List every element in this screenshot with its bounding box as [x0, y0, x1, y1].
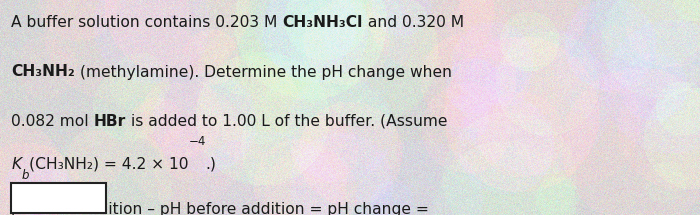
Text: b: b — [21, 169, 29, 182]
Text: K: K — [11, 157, 21, 172]
Text: and 0.320 M: and 0.320 M — [363, 15, 464, 30]
Text: (CH₃NH₂) = 4.2 × 10: (CH₃NH₂) = 4.2 × 10 — [29, 157, 188, 172]
Text: (methylamine). Determine the pH change when: (methylamine). Determine the pH change w… — [75, 64, 452, 80]
Text: A buffer solution contains 0.203 M: A buffer solution contains 0.203 M — [11, 15, 282, 30]
Text: pH after addition – pH before addition = pH change =: pH after addition – pH before addition =… — [11, 202, 429, 215]
Text: is added to 1.00 L of the buffer. (Assume: is added to 1.00 L of the buffer. (Assum… — [126, 114, 447, 129]
Text: CH₃NH₂: CH₃NH₂ — [11, 64, 75, 80]
Bar — [11, 183, 106, 213]
Text: CH₃NH₃Cl: CH₃NH₃Cl — [282, 15, 363, 30]
Text: HBr: HBr — [94, 114, 126, 129]
Text: −4: −4 — [188, 135, 206, 148]
Text: .): .) — [206, 157, 216, 172]
Text: 0.082 mol: 0.082 mol — [11, 114, 94, 129]
